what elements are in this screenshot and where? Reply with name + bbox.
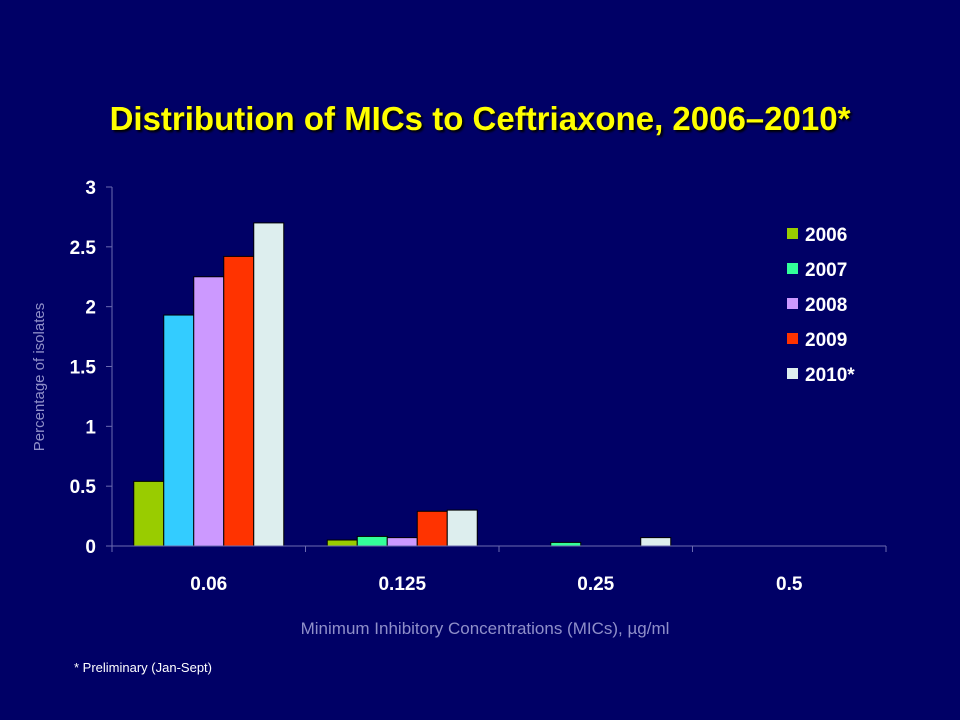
legend-swatch-2006: [787, 228, 798, 239]
y-tick-label: 1.5: [70, 358, 97, 379]
x-axis-label: Minimum Inhibitory Concentrations (MICs)…: [301, 619, 670, 638]
x-tick-label: 0.06: [190, 574, 227, 595]
y-tick-label: 0: [85, 537, 96, 558]
y-tick-label: 3: [85, 178, 96, 199]
legend-label: 2008: [805, 295, 847, 316]
bar-2008-0.125: [386, 537, 418, 547]
legend-label: 2009: [805, 330, 847, 351]
y-tick-label: 1: [85, 417, 96, 438]
bar-2007-0.25: [550, 541, 582, 547]
legend-swatch-2008: [787, 298, 798, 309]
bar-2006-0.06: [133, 480, 165, 547]
axes: 0 0.5 1 1.5 2 2.5 3 0.06 0.125 0.25 0.5: [70, 178, 887, 595]
bar-2007-0.125: [356, 535, 388, 547]
bar-2007-0.06: [163, 314, 195, 547]
x-tick-label: 0.25: [577, 574, 614, 595]
bar-2010-0.125: [446, 509, 478, 547]
bar-2010-0.06: [253, 222, 285, 547]
chart-title: Distribution of MICs to Ceftriaxone, 200…: [109, 100, 851, 137]
bar-layer: [133, 222, 672, 547]
bar-2010-0.25: [640, 537, 672, 547]
legend: 2006 2007 2008 2009 2010*: [787, 225, 855, 386]
y-axis-label: Percentage of isolates: [31, 303, 48, 451]
footnote: * Preliminary (Jan-Sept): [74, 660, 212, 675]
legend-label: 2006: [805, 225, 847, 246]
x-tick-label: 0.125: [378, 574, 426, 595]
y-tick-label: 2.5: [70, 238, 97, 259]
y-tick-label: 0.5: [70, 477, 97, 498]
legend-swatch-2009: [787, 333, 798, 344]
legend-label: 2010*: [805, 365, 855, 386]
bar-2006-0.125: [326, 539, 358, 547]
bar-2009-0.06: [223, 255, 255, 547]
y-tick-label: 2: [85, 298, 96, 319]
x-tick-label: 0.5: [776, 574, 803, 595]
legend-label: 2007: [805, 260, 847, 281]
legend-swatch-2010: [787, 368, 798, 379]
bar-2009-0.125: [416, 510, 448, 547]
legend-swatch-2007: [787, 263, 798, 274]
bar-2008-0.06: [193, 276, 225, 547]
